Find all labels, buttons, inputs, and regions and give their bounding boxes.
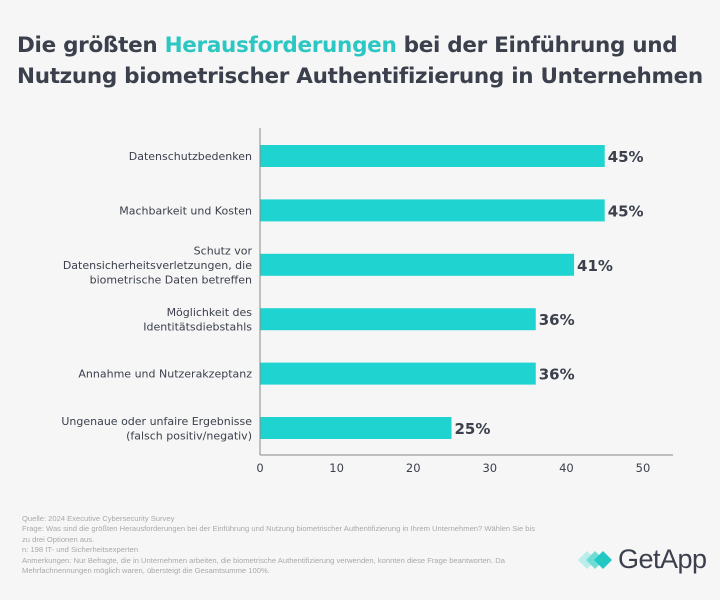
bar	[260, 308, 536, 331]
x-tick-label: 50	[636, 461, 651, 475]
data-label: 41%	[577, 257, 613, 275]
bar	[260, 145, 605, 167]
x-tick-label: 10	[329, 461, 344, 475]
category-label: Schutz vor	[194, 244, 253, 257]
data-label: 36%	[539, 311, 575, 329]
category-label: Ungenaue oder unfaire Ergebnisse	[61, 415, 252, 428]
x-tick-label: 0	[256, 461, 263, 475]
bar	[260, 362, 536, 385]
footer-sample: n: 198 IT- und Sicherheitsexperten	[22, 545, 139, 555]
category-label: biometrische Daten betreffen	[90, 273, 252, 286]
category-label: Möglichkeit des	[167, 306, 253, 319]
category-label: Identitätsdiebstahls	[143, 320, 252, 333]
title-highlight: Herausforderungen	[164, 33, 397, 58]
bar	[260, 253, 575, 276]
category-label: Machbarkeit und Kosten	[119, 204, 252, 217]
category-label: Annahme und Nutzerakzeptanz	[78, 368, 252, 381]
footer-source: Quelle: 2024 Executive Cybersecurity Sur…	[22, 514, 175, 523]
footer-notes: Quelle: 2024 Executive Cybersecurity Sur…	[22, 514, 542, 576]
getapp-logo: GetApp	[578, 544, 707, 575]
getapp-logo-icon	[578, 550, 612, 569]
x-tick-label: 40	[559, 461, 574, 475]
data-label: 25%	[455, 420, 491, 438]
data-label: 45%	[608, 148, 644, 166]
category-label: Datenschutzbedenken	[129, 150, 252, 163]
data-label: 45%	[608, 202, 644, 220]
chart-title: Die größten Herausforderungen bei der Ei…	[17, 30, 717, 92]
bar-chart: 45% Datenschutzbedenken 45% Machbarkeit und…	[61, 128, 673, 475]
data-label: 36%	[539, 366, 575, 384]
bar	[260, 199, 605, 222]
category-label: Datensicherheitsverletzungen, die	[63, 259, 252, 272]
category-label: (falsch positiv/negativ)	[126, 429, 252, 442]
footer-notes-text: Anmerkungen: Nur Befragte, die in Untern…	[22, 555, 505, 576]
x-tick-label: 20	[406, 461, 421, 475]
getapp-logo-text: GetApp	[618, 544, 707, 574]
title-part1: Die größten	[17, 33, 165, 58]
x-tick-label: 30	[482, 461, 497, 475]
footer-question: Frage: Was sind die größten Herausforder…	[22, 524, 536, 544]
bar	[260, 417, 452, 439]
title-part2: bei der Einführung und Nutzung biometris…	[17, 33, 703, 89]
